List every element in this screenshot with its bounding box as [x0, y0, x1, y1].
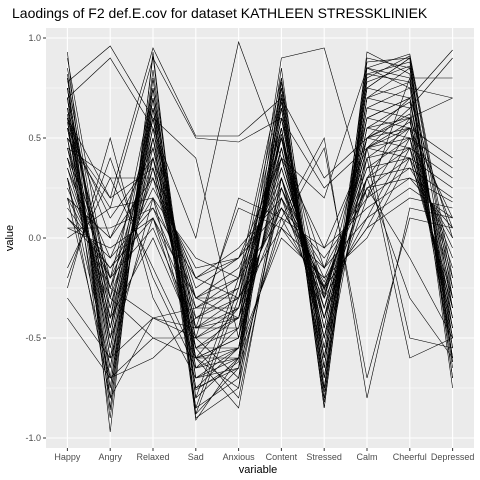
y-axis-title: value [4, 225, 16, 251]
series-line-56 [67, 87, 453, 399]
series-line-21 [67, 47, 453, 199]
x-tick-label: Depressed [431, 452, 475, 462]
series-line-58 [67, 147, 453, 379]
x-tick-label: Cheerful [393, 452, 427, 462]
x-tick-label: Sad [188, 452, 204, 462]
y-tick-label: 0.5 [28, 133, 41, 143]
y-tick-label: 0.0 [28, 233, 41, 243]
x-tick-label: Happy [54, 452, 81, 462]
series-line-46 [67, 177, 453, 299]
x-axis-title: variable [239, 464, 278, 476]
y-axis: -1.0 -0.5 0.0 0.5 1.0 [25, 33, 46, 443]
x-tick-label: Relaxed [136, 452, 169, 462]
x-axis: Happy Angry Relaxed Sad Anxious Content Stress… [54, 448, 474, 462]
y-tick-label: 1.0 [28, 33, 41, 43]
x-tick-label: Angry [98, 452, 122, 462]
y-tick-label: -0.5 [25, 333, 41, 343]
y-tick-label: -1.0 [25, 433, 41, 443]
x-tick-label: Anxious [223, 452, 256, 462]
x-tick-label: Stressed [306, 452, 342, 462]
series-lines [67, 40, 453, 433]
x-tick-label: Calm [356, 452, 377, 462]
chart-title: Laodings of F2 def.E.cov for dataset KAT… [12, 5, 428, 21]
series-line-18 [67, 197, 453, 319]
x-tick-label: Content [266, 452, 298, 462]
series-line-57 [67, 127, 453, 399]
